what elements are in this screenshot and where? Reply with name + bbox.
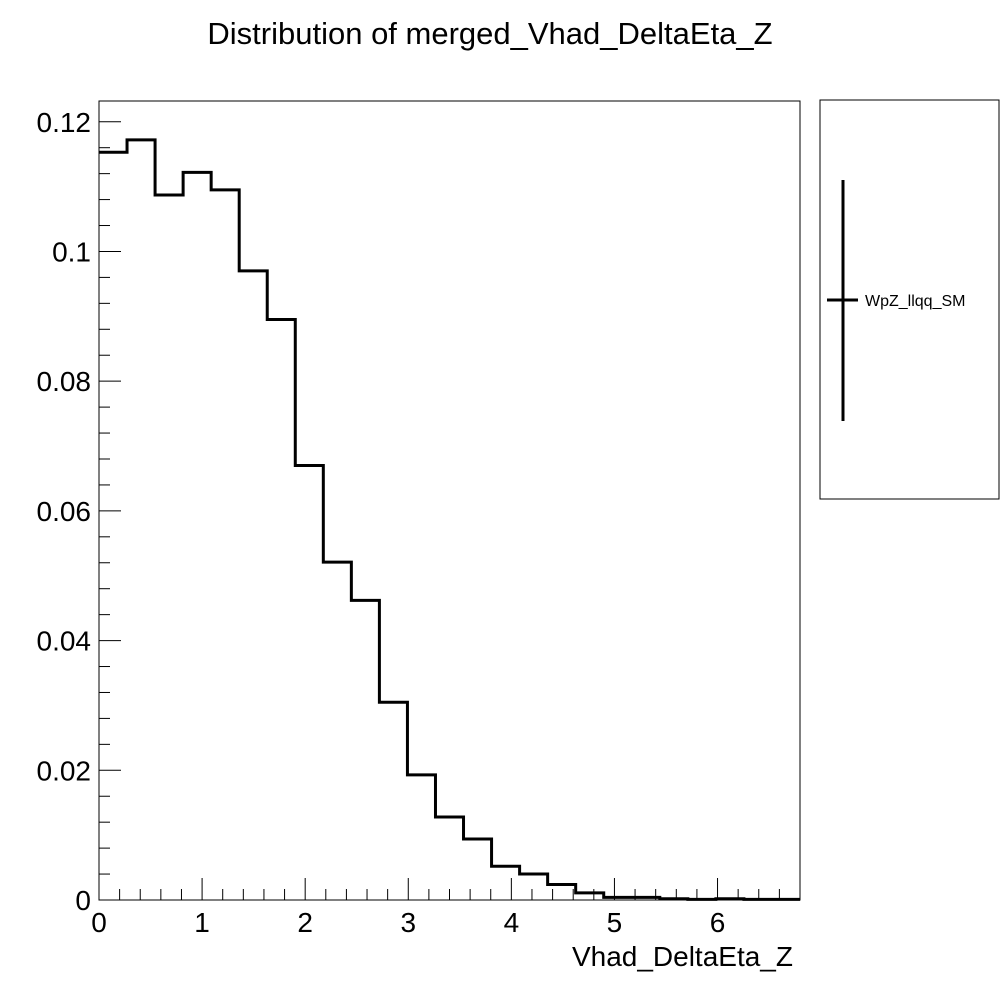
plot-frame — [98, 100, 801, 901]
x-tick-label: 3 — [400, 907, 416, 938]
series-step-line — [99, 138, 800, 901]
y-tick-label: 0.1 — [52, 236, 91, 267]
x-tick-label: 2 — [297, 907, 313, 938]
x-tick-label: 5 — [607, 907, 623, 938]
x-tick-label: 0 — [91, 907, 107, 938]
y-tick-label: 0.12 — [37, 107, 92, 138]
y-tick-label: 0.06 — [37, 496, 92, 527]
axis-tick-labels: 0 1 2 3 4 5 6 0 0.02 0.04 0.06 0.08 0.1 0.12 — [37, 107, 726, 938]
legend-entry-label: WpZ_llqq_SM — [865, 293, 965, 310]
y-tick-label: 0.04 — [37, 626, 92, 657]
x-tick-label: 6 — [710, 907, 726, 938]
axis-ticks — [98, 121, 801, 901]
y-tick-label: 0.08 — [37, 366, 92, 397]
x-tick-label: 4 — [504, 907, 520, 938]
legend: WpZ_llqq_SM — [819, 99, 1000, 500]
y-tick-label: 0.02 — [37, 755, 92, 786]
x-tick-label: 1 — [194, 907, 210, 938]
chart-title: Distribution of merged_Vhad_DeltaEta_Z — [207, 16, 772, 51]
y-tick-label: 0 — [75, 885, 91, 916]
x-axis-label: Vhad_DeltaEta_Z — [572, 941, 793, 972]
